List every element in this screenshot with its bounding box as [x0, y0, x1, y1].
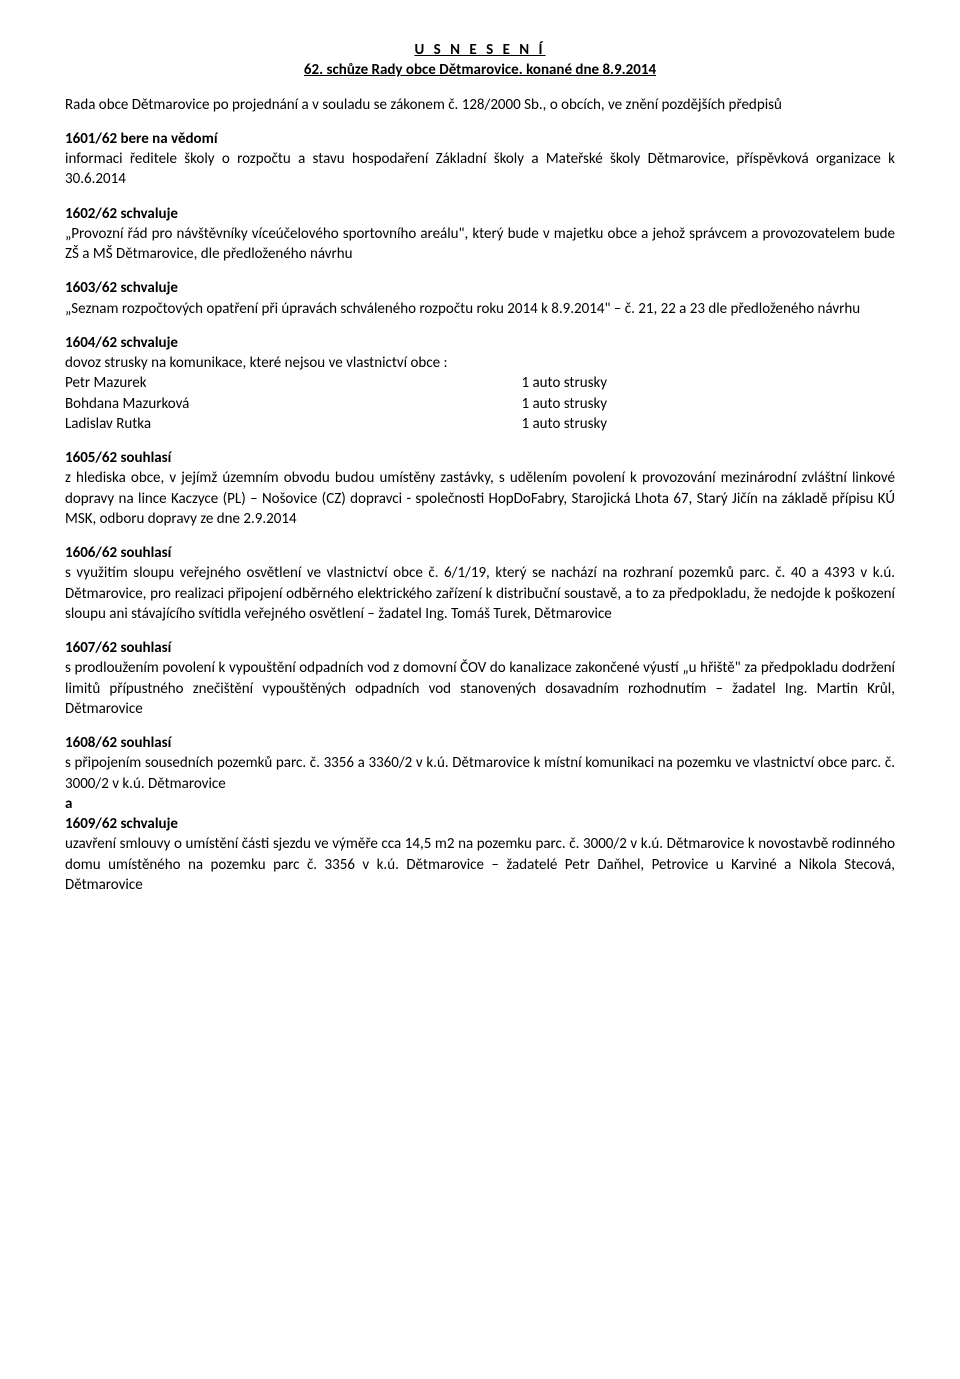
table-row: 1 auto strusky — [522, 373, 896, 393]
heading-1602: 1602/62 schvaluje — [65, 205, 178, 223]
heading-1601: 1601/62 bere na vědomí — [65, 130, 218, 148]
heading-1608: 1608/62 souhlasí — [65, 734, 171, 752]
heading-1605: 1605/62 souhlasí — [65, 449, 171, 467]
heading-1607: 1607/62 souhlasí — [65, 639, 171, 657]
table-row: 1 auto strusky — [522, 414, 896, 434]
doc-title: U S N E S E N Í — [414, 41, 545, 59]
text-1607: s prodloužením povolení k vypouštění odp… — [65, 659, 895, 718]
table-row: Bohdana Mazurková — [65, 394, 522, 414]
heading-1609: 1609/62 schvaluje — [65, 815, 178, 833]
heading-1606: 1606/62 souhlasí — [65, 544, 171, 562]
text-1608: s připojením sousedních pozemků parc. č.… — [65, 754, 895, 792]
heading-1603: 1603/62 schvaluje — [65, 279, 178, 297]
text-1604-line1: dovoz strusky na komunikace, které nejso… — [65, 354, 448, 372]
table-row: 1 auto strusky — [522, 394, 896, 414]
text-1603: „Seznam rozpočtových opatření při úpravá… — [65, 300, 860, 318]
table-row: Ladislav Rutka — [65, 414, 522, 434]
doc-subtitle: 62. schůze Rady obce Dětmarovice. konané… — [304, 61, 656, 79]
and-label: a — [65, 795, 72, 813]
intro-text: Rada obce Dětmarovice po projednání a v … — [65, 95, 895, 115]
text-1606: s využitím sloupu veřejného osvětlení ve… — [65, 564, 895, 623]
heading-1604: 1604/62 schvaluje — [65, 334, 178, 352]
text-1609: uzavření smlouvy o umístění části sjezdu… — [65, 835, 895, 894]
table-row: Petr Mazurek — [65, 373, 522, 393]
text-1602: „Provozní řád pro návštěvníky víceúčelov… — [65, 225, 895, 263]
text-1605: z hlediska obce, v jejímž územním obvodu… — [65, 469, 895, 528]
text-1601: informaci ředitele školy o rozpočtu a st… — [65, 150, 895, 188]
